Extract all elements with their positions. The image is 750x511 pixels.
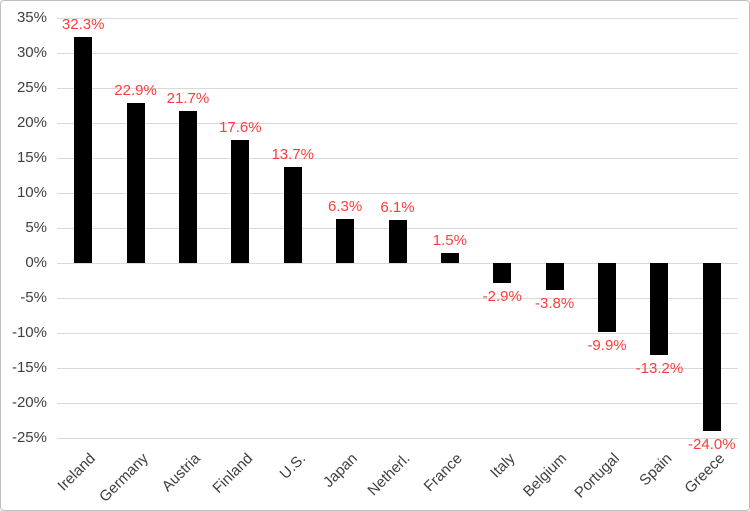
- gridline: [57, 332, 738, 334]
- gridline: [57, 157, 738, 159]
- gridline: [57, 122, 738, 124]
- bar-finland: [231, 139, 250, 263]
- gridline: [57, 437, 738, 439]
- x-axis-label-netherl: Netherl.: [364, 450, 414, 500]
- bar-value-label: 21.7%: [166, 90, 210, 108]
- bar-france: [440, 252, 459, 263]
- x-axis-label-austria: Austria: [158, 450, 204, 496]
- bar-value-label: -3.8%: [535, 294, 575, 312]
- gridline: [57, 52, 738, 54]
- x-axis-label-spain: Spain: [636, 450, 676, 490]
- x-axis-label-germany: Germany: [95, 450, 152, 506]
- x-axis-label-greece: Greece: [681, 450, 728, 497]
- bar-ireland: [74, 36, 93, 263]
- bar-belgium: [545, 263, 564, 290]
- y-tick-label: -15%: [11, 359, 47, 376]
- bar-greece: [702, 263, 721, 431]
- x-axis-label-belgium: Belgium: [520, 450, 571, 501]
- bar-value-label: -9.9%: [587, 337, 627, 355]
- y-tick-label: 5%: [25, 219, 47, 236]
- y-tick-label: 25%: [16, 79, 47, 96]
- bar-value-label: 6.3%: [328, 197, 363, 215]
- gridline: [57, 402, 738, 404]
- x-axis-label-ireland: Ireland: [54, 450, 100, 495]
- y-tick-label: -5%: [20, 289, 47, 306]
- y-tick-label: -10%: [11, 324, 47, 341]
- bar-portugal: [598, 263, 617, 333]
- bar-value-label: -13.2%: [635, 360, 684, 378]
- bar-us: [283, 167, 302, 263]
- gridline: [57, 17, 738, 19]
- bar-value-label: 17.6%: [219, 118, 262, 136]
- y-tick-label: 30%: [16, 44, 47, 61]
- y-tick-label: 20%: [16, 114, 47, 131]
- x-axis-label-finland: Finland: [209, 450, 257, 497]
- gridline: [57, 192, 738, 194]
- bar-germany: [126, 102, 145, 263]
- gridline: [57, 297, 738, 299]
- bar-value-label: 32.3%: [61, 15, 105, 33]
- bar-value-label: -2.9%: [482, 288, 522, 306]
- bar-value-label: 6.1%: [380, 199, 415, 217]
- bar-italy: [493, 263, 512, 284]
- bar-value-label: 1.5%: [432, 231, 467, 249]
- bar-netherl: [388, 220, 407, 263]
- y-tick-label: 10%: [16, 184, 47, 201]
- bar-value-label: 13.7%: [271, 146, 314, 164]
- y-tick-label: 15%: [16, 149, 47, 166]
- x-axis-label-portugal: Portugal: [571, 450, 624, 502]
- bar-japan: [336, 218, 355, 263]
- x-axis-label-us: U.S.: [276, 450, 309, 483]
- x-axis-label-japan: Japan: [320, 450, 362, 491]
- x-axis-label-france: France: [420, 450, 466, 496]
- bar-spain: [650, 263, 669, 356]
- bar-austria: [178, 111, 197, 263]
- y-tick-label: -20%: [11, 394, 47, 411]
- y-tick-label: 0%: [25, 254, 47, 271]
- y-tick-label: -25%: [11, 429, 47, 446]
- bar-value-label: 22.9%: [114, 81, 157, 99]
- bar-value-label: -24.0%: [688, 436, 736, 453]
- x-axis-label-italy: Italy: [486, 450, 519, 482]
- y-tick-label: 35%: [16, 9, 47, 26]
